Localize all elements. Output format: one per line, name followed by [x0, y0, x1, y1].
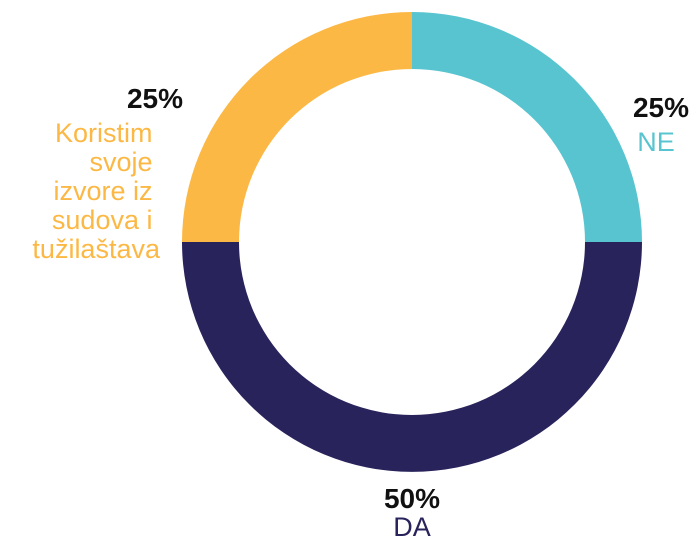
slice-category-label-line: svoje: [89, 147, 152, 177]
slice-category-label-da: DA: [393, 512, 431, 537]
slice-category-label-ne: NE: [637, 127, 675, 157]
slice-category-label-line: tužilaštava: [32, 234, 161, 264]
slice-category-label-koristim: Koristim svoje izvore iz sudova i tužila…: [32, 118, 161, 264]
donut-slice-1: [182, 242, 642, 472]
donut-slice-2: [182, 12, 412, 242]
slice-value-label-ne: 25%: [633, 92, 689, 123]
slice-value-label-koristim: 25%: [127, 83, 183, 114]
slice-value-label-da: 50%: [384, 483, 440, 514]
donut-slices: [182, 12, 642, 472]
donut-slice-0: [412, 12, 642, 242]
slice-category-label-line: sudova i: [52, 205, 153, 235]
slice-category-label-line: izvore iz: [53, 176, 152, 206]
slice-category-label-line: Koristim: [55, 118, 153, 148]
